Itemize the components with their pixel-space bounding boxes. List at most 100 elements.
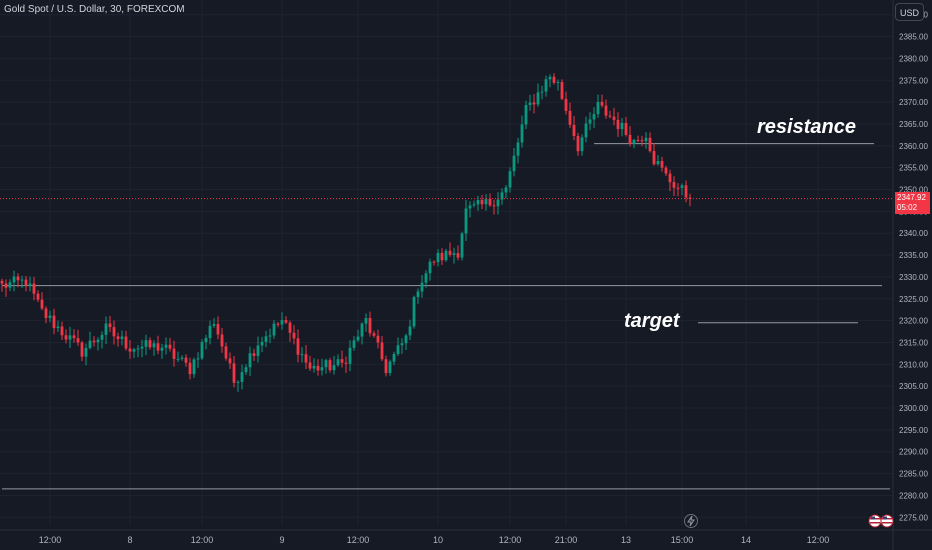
candle[interactable] (24, 276, 28, 292)
candle[interactable] (184, 354, 188, 367)
candle[interactable] (152, 340, 156, 356)
candle[interactable] (116, 332, 120, 347)
candle[interactable] (312, 358, 316, 373)
candle[interactable] (72, 329, 76, 343)
candle[interactable] (380, 336, 384, 362)
candle[interactable] (124, 330, 128, 351)
candle[interactable] (236, 380, 240, 392)
candle[interactable] (44, 306, 48, 324)
candle[interactable] (596, 94, 600, 118)
symbol-title[interactable]: Gold Spot / U.S. Dollar, 30, FOREXCOM (4, 4, 185, 15)
candle[interactable] (336, 354, 340, 367)
candle[interactable] (452, 247, 456, 264)
candle[interactable] (636, 135, 640, 143)
candle[interactable] (576, 132, 580, 156)
candle[interactable] (320, 358, 324, 376)
candle[interactable] (88, 331, 92, 350)
candle[interactable] (548, 74, 552, 88)
candle[interactable] (272, 320, 276, 339)
candle[interactable] (232, 355, 236, 388)
candle[interactable] (28, 276, 32, 292)
candle[interactable] (472, 200, 476, 208)
candle[interactable] (628, 126, 632, 147)
candle[interactable] (20, 275, 24, 288)
currency-button[interactable]: USD (895, 3, 924, 21)
candle[interactable] (292, 325, 296, 345)
candle[interactable] (80, 340, 84, 362)
candle[interactable] (644, 132, 648, 149)
candle[interactable] (120, 330, 124, 346)
candle[interactable] (484, 194, 488, 211)
candle[interactable] (492, 199, 496, 215)
candle[interactable] (528, 94, 532, 111)
candle[interactable] (372, 330, 376, 338)
candle[interactable] (480, 194, 484, 210)
candle[interactable] (40, 292, 44, 311)
candle[interactable] (592, 107, 596, 129)
candle[interactable] (648, 132, 652, 153)
candle[interactable] (640, 135, 644, 147)
candle[interactable] (604, 99, 608, 119)
candle[interactable] (100, 331, 104, 349)
candle[interactable] (416, 288, 420, 304)
candle[interactable] (200, 339, 204, 361)
candle[interactable] (420, 274, 424, 298)
candle[interactable] (220, 328, 224, 353)
candle[interactable] (444, 248, 448, 262)
candle[interactable] (104, 316, 108, 344)
candle[interactable] (308, 355, 312, 371)
candle[interactable] (260, 336, 264, 353)
candle[interactable] (148, 337, 152, 350)
candle[interactable] (328, 357, 332, 373)
candle[interactable] (460, 231, 464, 261)
candle[interactable] (468, 201, 472, 218)
candle[interactable] (616, 112, 620, 137)
annotation-target[interactable]: target (624, 310, 680, 332)
candle[interactable] (304, 345, 308, 369)
candle[interactable] (352, 336, 356, 351)
candle[interactable] (424, 270, 428, 288)
candle[interactable] (508, 167, 512, 193)
time-axis[interactable]: 12:00 8 12:00 9 12:00 10 12:00 21:00 13 15:00 14 12… (0, 529, 932, 545)
candle[interactable] (176, 351, 180, 362)
candle[interactable] (516, 138, 520, 164)
candle[interactable] (4, 279, 8, 297)
candle[interactable] (384, 355, 388, 377)
candle[interactable] (92, 336, 96, 347)
candle[interactable] (572, 116, 576, 141)
candle[interactable] (196, 352, 200, 368)
candle[interactable] (60, 321, 64, 340)
candle[interactable] (180, 355, 184, 361)
candles[interactable] (0, 73, 692, 392)
candle[interactable] (488, 193, 492, 207)
candle[interactable] (324, 358, 328, 374)
candle[interactable] (396, 337, 400, 357)
candle[interactable] (464, 199, 468, 241)
candle[interactable] (456, 245, 460, 261)
candle[interactable] (76, 329, 80, 346)
candle[interactable] (340, 350, 344, 368)
candle[interactable] (12, 270, 16, 292)
candle[interactable] (0, 278, 4, 292)
candle[interactable] (212, 318, 216, 329)
candle[interactable] (56, 320, 60, 333)
candle[interactable] (172, 340, 176, 367)
candle[interactable] (344, 356, 348, 373)
candle[interactable] (48, 310, 52, 323)
candle[interactable] (160, 343, 164, 359)
candle[interactable] (580, 134, 584, 156)
candle[interactable] (552, 73, 556, 85)
candle[interactable] (440, 248, 444, 265)
candle[interactable] (136, 344, 140, 358)
candle[interactable] (268, 328, 272, 344)
candle[interactable] (392, 351, 396, 366)
candle[interactable] (568, 102, 572, 128)
candle[interactable] (624, 117, 628, 137)
candle[interactable] (264, 330, 268, 348)
candle[interactable] (664, 165, 668, 176)
us-flag-events-icon[interactable] (868, 514, 894, 528)
candle[interactable] (544, 75, 548, 97)
candle[interactable] (224, 342, 228, 361)
lightning-icon[interactable] (684, 514, 698, 528)
